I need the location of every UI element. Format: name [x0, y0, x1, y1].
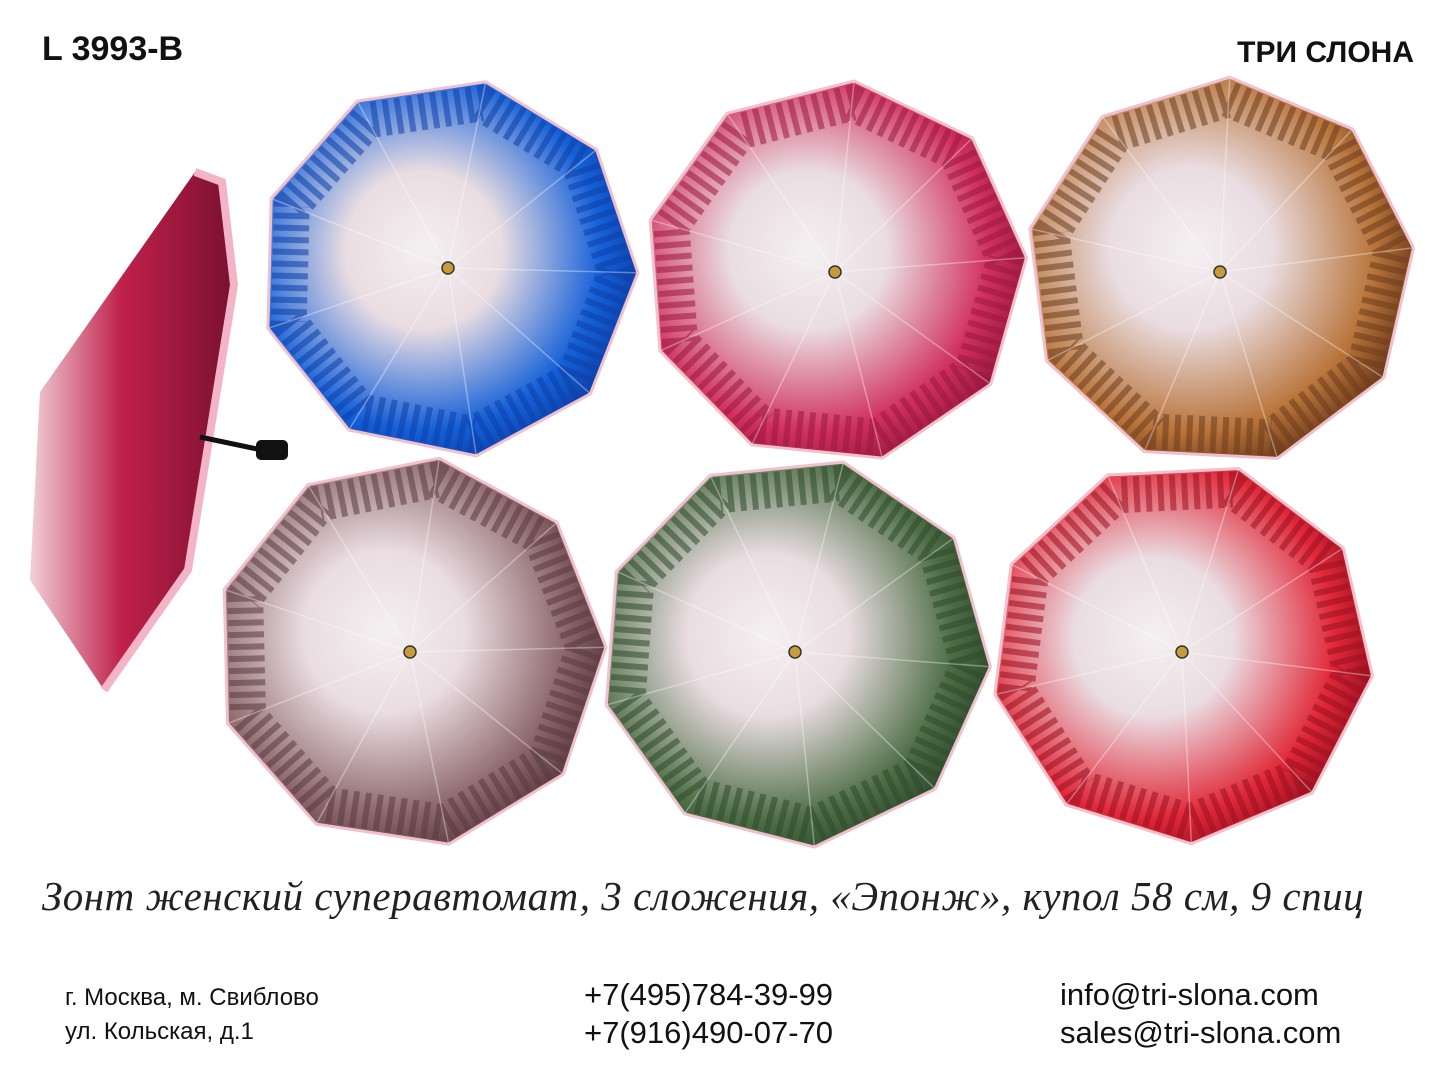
umbrella-spoke — [447, 149, 598, 269]
umbrella-tip — [1213, 265, 1227, 279]
umbrella-spoke — [227, 651, 411, 725]
umbrella-spoke — [1029, 227, 1221, 273]
umbrella-spoke — [409, 651, 564, 775]
umbrella-spoke — [1010, 563, 1183, 653]
address: г. Москва, м. Свиблово — [65, 984, 319, 1011]
umbrella-spoke — [683, 651, 796, 815]
umbrella-spoke — [834, 256, 1027, 273]
umbrella-spoke — [1046, 271, 1221, 362]
umbrella-spoke — [409, 521, 558, 653]
email: sales@tri-slona.com — [1060, 1015, 1342, 1050]
email: info@tri-slona.com — [1060, 977, 1319, 1012]
umbrella-spoke — [834, 80, 855, 273]
umbrella-spoke — [409, 646, 606, 653]
model-code: L 3993-B — [42, 30, 184, 68]
umbrella-spoke — [267, 267, 449, 330]
umbrella-spoke — [1219, 247, 1414, 273]
umbrella-spoke — [794, 651, 991, 668]
umbrella-spoke — [606, 651, 796, 706]
umbrella-spoke — [616, 570, 796, 653]
umbrella-pattern — [609, 464, 988, 845]
umbrella-spoke — [794, 651, 816, 848]
umbrella-pattern — [270, 84, 636, 454]
umbrella-tip — [1175, 645, 1189, 659]
phone: +7(916)490-07-70 — [584, 1015, 834, 1050]
umbrella-spoke — [1219, 271, 1279, 459]
umbrella-tip — [788, 645, 802, 659]
umbrella-spoke — [1181, 651, 1314, 794]
umbrella-pattern — [1032, 80, 1411, 456]
umbrella-spoke — [409, 651, 450, 845]
umbrella-spoke — [794, 651, 936, 790]
umbrella-tip — [403, 645, 417, 659]
umbrella-spoke — [994, 651, 1183, 696]
umbrella-spoke — [1219, 128, 1354, 273]
umbrella-spoke — [750, 271, 836, 446]
umbrella-spoke — [1181, 468, 1240, 653]
umbrella-spoke — [834, 271, 884, 459]
umbrella-spoke — [1181, 651, 1373, 677]
umbrella-shaft — [199, 434, 263, 453]
umbrella-spoke — [1219, 271, 1385, 379]
umbrella-spoke — [307, 484, 411, 653]
phone: +7(495)784-39-99 — [584, 977, 834, 1012]
umbrella-spoke — [794, 461, 845, 653]
brand: ТРИ СЛОНА — [1237, 36, 1414, 69]
umbrella-spoke — [447, 267, 638, 274]
umbrella-spoke — [409, 458, 441, 653]
umbrella-spoke — [834, 271, 992, 385]
umbrella-spoke — [709, 475, 796, 653]
umbrella-edge — [100, 168, 239, 693]
umbrella-spoke — [223, 588, 411, 653]
umbrella-spoke — [356, 100, 449, 269]
umbrella-spoke — [1181, 651, 1193, 844]
description: Зонт женский суперавтомат, 3 сложения, «… — [42, 873, 1365, 919]
umbrella-tip — [828, 265, 842, 279]
umbrella-spoke — [270, 197, 449, 269]
umbrella-pattern — [226, 461, 604, 842]
umbrella-spoke — [447, 267, 591, 395]
umbrella-spoke — [834, 137, 974, 273]
umbrella-spoke — [659, 271, 836, 352]
umbrella-spoke — [1143, 271, 1221, 452]
umbrella-spoke — [447, 267, 477, 457]
umbrella-tip — [441, 261, 455, 275]
umbrella-spoke — [315, 651, 411, 825]
umbrella-spoke — [649, 219, 836, 273]
umbrella-spoke — [1219, 77, 1231, 273]
umbrella-spoke — [1181, 547, 1344, 653]
umbrella-spoke — [726, 112, 836, 273]
address: ул. Кольская, д.1 — [65, 1018, 254, 1045]
umbrella-spoke — [794, 537, 955, 653]
umbrella-spoke — [1101, 116, 1221, 273]
umbrella-spoke — [348, 267, 449, 431]
umbrella-handle — [256, 440, 288, 460]
umbrella-spoke — [1065, 651, 1183, 806]
folded-umbrella — [30, 172, 234, 690]
umbrella-spoke — [447, 81, 487, 269]
umbrella-spoke — [1106, 474, 1183, 653]
